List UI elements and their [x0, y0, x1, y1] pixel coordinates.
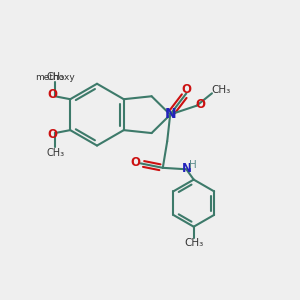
Text: methoxy: methoxy [35, 73, 75, 82]
Text: H: H [189, 160, 197, 170]
Text: CH₃: CH₃ [184, 238, 203, 248]
Text: O: O [181, 83, 191, 96]
Text: O: O [47, 128, 57, 141]
Text: O: O [130, 156, 140, 169]
Text: N: N [164, 107, 176, 121]
Text: N: N [182, 162, 192, 175]
Text: CH₃: CH₃ [46, 148, 64, 158]
Text: O: O [47, 88, 57, 101]
Text: CH₃: CH₃ [211, 85, 230, 95]
Text: CH₃: CH₃ [46, 72, 64, 82]
Text: O: O [195, 98, 205, 111]
